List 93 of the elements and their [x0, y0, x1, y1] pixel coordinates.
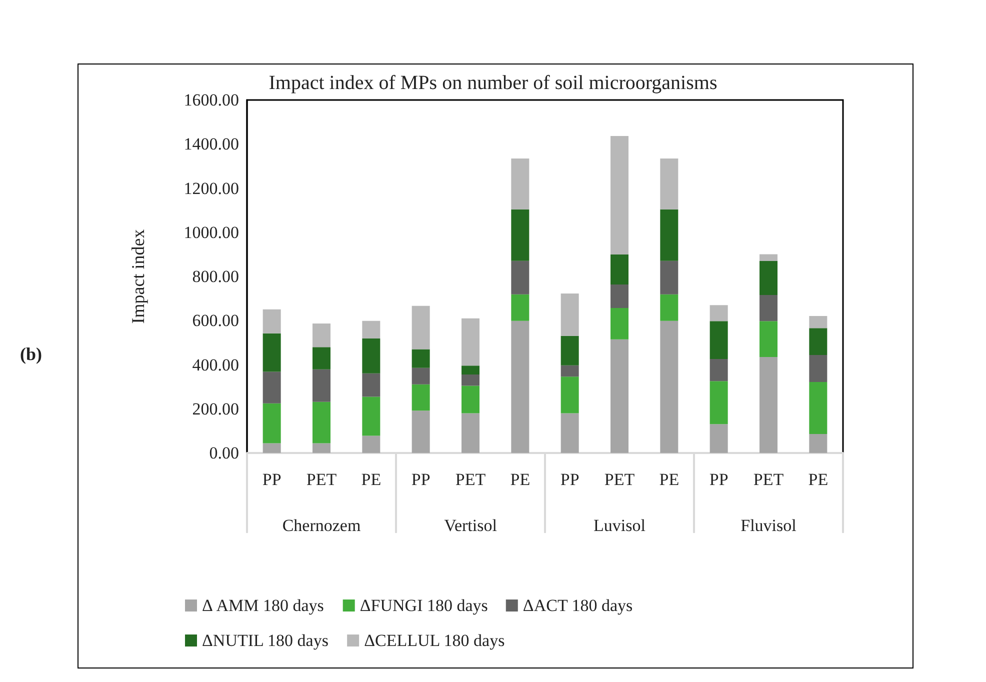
bar	[760, 357, 778, 453]
bar	[610, 308, 628, 340]
bar	[462, 318, 480, 366]
bar	[511, 158, 530, 210]
bar	[462, 366, 480, 374]
bar	[560, 413, 579, 453]
legend-label: Δ AMM 180 days	[202, 596, 324, 615]
x-tick-label: PE	[659, 470, 680, 489]
bar	[362, 373, 380, 397]
text: Luvisol	[594, 516, 646, 535]
y-tick-label: 0.00	[209, 444, 239, 462]
bar	[262, 372, 281, 404]
x-tick-label: PP	[411, 470, 430, 489]
bar	[312, 443, 330, 453]
bar	[660, 158, 678, 210]
y-tick-label: 1400.00	[184, 134, 239, 154]
bar	[610, 284, 628, 308]
bar	[312, 323, 330, 348]
bar	[710, 424, 728, 453]
legend-label: ΔNUTIL 180 days	[202, 631, 328, 650]
bar	[462, 413, 480, 453]
x-tick-label: PE	[361, 470, 382, 489]
text: Fluvisol	[740, 516, 797, 535]
bar	[511, 320, 530, 453]
text: Chernozem	[282, 516, 361, 535]
y-tick-label: 400.00	[192, 355, 239, 374]
bar	[660, 294, 678, 321]
bar	[610, 136, 628, 254]
x-tick-label: PP	[560, 470, 580, 489]
bar	[760, 261, 778, 296]
bar	[660, 209, 678, 261]
bar	[462, 374, 480, 386]
bar	[809, 382, 828, 434]
x-tick-label: PET	[306, 470, 338, 489]
y-tick-label: 1000.00	[184, 222, 239, 242]
bar	[809, 355, 828, 382]
bar	[412, 306, 430, 350]
bar	[412, 384, 430, 411]
legend-label: ΔFUNGI 180 days	[360, 596, 488, 615]
bar	[511, 209, 530, 261]
x-tick-label: PP	[709, 470, 728, 489]
bar	[262, 443, 281, 453]
bar	[362, 396, 380, 436]
bar	[710, 359, 728, 382]
bar	[262, 403, 281, 444]
bar	[362, 320, 380, 338]
bar	[560, 293, 579, 336]
bar	[809, 434, 828, 453]
chart-title: Impact index of MPs on number of soil microorganisms	[268, 72, 718, 94]
legend-label: ΔACT 180 days	[522, 596, 633, 615]
bar	[660, 260, 678, 294]
bar	[560, 365, 579, 377]
y-tick-label: 800.00	[192, 267, 239, 286]
bar	[660, 320, 678, 453]
bar	[262, 309, 281, 334]
x-tick-label: PP	[262, 470, 282, 489]
bar	[511, 260, 530, 294]
bar	[710, 305, 728, 322]
bar	[511, 294, 530, 321]
y-axis-title: Impact index	[128, 229, 148, 324]
x-tick-label: PE	[510, 470, 530, 489]
bar	[560, 376, 579, 414]
y-tick-label: 1200.00	[184, 178, 239, 198]
bar	[809, 328, 828, 356]
x-tick-label: PET	[753, 470, 784, 489]
bar	[312, 402, 330, 444]
text: (b)	[20, 344, 42, 364]
x-tick-label: PE	[808, 470, 828, 489]
bar	[462, 386, 480, 414]
bar	[312, 347, 330, 370]
x-tick-label: PET	[455, 470, 486, 489]
y-tick-label: 1600.00	[184, 90, 239, 110]
bar	[760, 254, 778, 262]
bar	[412, 349, 430, 368]
bar	[809, 316, 828, 328]
bar	[412, 410, 430, 453]
bar	[610, 339, 628, 453]
bar	[560, 336, 579, 366]
bar	[312, 369, 330, 402]
bar	[362, 436, 380, 453]
legend-label: ΔCELLUL 180 days	[364, 631, 505, 650]
bar	[610, 254, 628, 284]
bar	[412, 368, 430, 384]
bar	[760, 295, 778, 322]
bar	[710, 381, 728, 424]
bar	[710, 321, 728, 360]
bar	[262, 333, 281, 372]
bar	[760, 321, 778, 358]
y-tick-label: 200.00	[192, 399, 239, 418]
x-tick-label: PET	[604, 470, 636, 489]
y-tick-label: 600.00	[192, 311, 239, 330]
bar	[362, 338, 380, 374]
text: Vertisol	[444, 516, 498, 535]
